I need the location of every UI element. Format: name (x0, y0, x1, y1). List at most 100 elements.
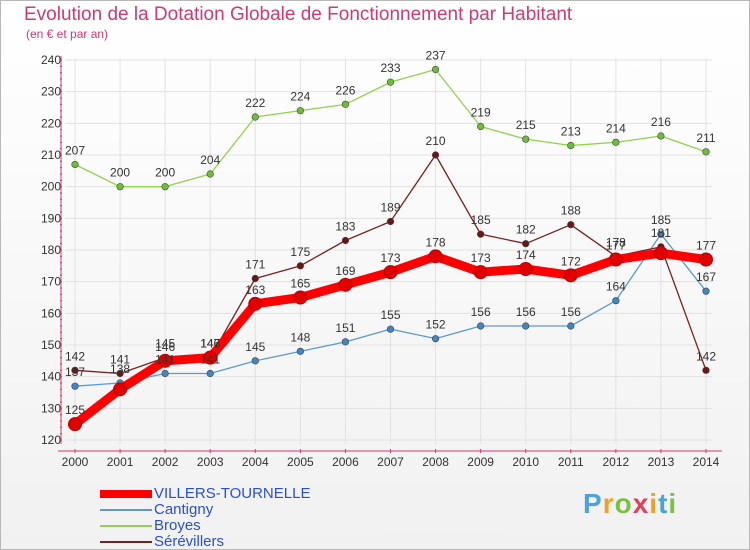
data-point-villers-tournelle (563, 268, 578, 283)
x-tick-label: 2012 (603, 455, 630, 469)
data-label: 146 (200, 337, 220, 351)
data-label: 156 (561, 305, 581, 319)
data-point-cantigny (612, 297, 620, 305)
data-point-villers-tournelle (203, 350, 218, 365)
x-tick-label: 2005 (287, 455, 314, 469)
data-point-broyes (477, 122, 485, 131)
logo-letter: x (632, 488, 650, 519)
legend-label: Broyes (154, 517, 201, 534)
data-label: 216 (651, 115, 671, 129)
data-point-villers-tournelle (68, 417, 82, 432)
x-tick-label: 2001 (107, 455, 134, 469)
data-label: 125 (65, 403, 85, 417)
data-label: 156 (471, 305, 491, 319)
data-label: 145 (155, 337, 175, 351)
data-label: 152 (426, 318, 446, 332)
data-point-villers-tournelle (699, 252, 713, 267)
x-tick-label: 2010 (512, 455, 539, 469)
data-point-cantigny (702, 287, 710, 295)
data-label: 164 (606, 280, 626, 294)
data-label: 182 (516, 223, 536, 237)
data-point-s-r-villers (116, 369, 124, 378)
data-label: 237 (426, 49, 446, 63)
data-label: 183 (335, 220, 355, 234)
data-label: 222 (245, 96, 265, 110)
legend-label: VILLERS-TOURNELLE (154, 485, 311, 502)
y-tick-label: 130 (41, 401, 61, 415)
y-tick-label: 160 (41, 306, 61, 320)
data-label: 214 (606, 121, 626, 135)
data-point-cantigny (477, 322, 485, 330)
data-point-cantigny (431, 335, 440, 343)
data-label: 138 (110, 362, 130, 376)
legend-swatch (100, 509, 152, 511)
data-label: 151 (335, 321, 355, 335)
logo-letter: P (583, 488, 603, 519)
data-point-s-r-villers (522, 240, 530, 248)
logo-letter: o (614, 488, 633, 519)
data-label: 210 (426, 134, 446, 148)
x-tick-label: 2000 (62, 455, 89, 469)
data-label: 233 (380, 61, 400, 75)
data-label: 178 (426, 235, 446, 249)
x-tick-label: 2003 (197, 455, 224, 469)
data-point-broyes (657, 132, 665, 140)
data-label: 226 (335, 83, 355, 97)
data-point-cantigny (567, 322, 575, 330)
data-label: 148 (290, 330, 310, 344)
chart-axes: 120 130 140 150 160 170 180 190 200 210 220 230 240 2… (41, 53, 722, 469)
data-label: 167 (696, 270, 716, 284)
data-point-villers-tournelle (248, 296, 263, 311)
data-point-broyes (612, 138, 620, 146)
data-label: 137 (65, 365, 85, 379)
y-tick-label: 230 (41, 85, 61, 99)
data-label: 215 (516, 118, 536, 132)
legend-swatch (100, 490, 152, 498)
data-label: 213 (561, 125, 581, 139)
data-label: 211 (696, 131, 715, 145)
data-label: 204 (200, 153, 220, 167)
data-point-villers-tournelle (653, 246, 668, 261)
proxiti-logo: Proxiti (583, 488, 677, 520)
data-point-villers-tournelle (293, 290, 308, 305)
data-label: 147 (200, 337, 220, 351)
data-label: 200 (110, 166, 130, 180)
x-tick-label: 2006 (332, 455, 359, 469)
data-point-villers-tournelle (428, 249, 443, 264)
y-tick-label: 240 (41, 53, 61, 67)
y-tick-label: 140 (41, 370, 61, 384)
x-tick-label: 2004 (242, 455, 269, 469)
x-tick-label: 2011 (558, 455, 584, 469)
data-point-broyes (341, 100, 350, 108)
data-label: 178 (606, 235, 626, 249)
data-point-s-r-villers (71, 366, 79, 374)
data-label: 145 (245, 340, 265, 354)
x-tick-label: 2008 (422, 455, 449, 469)
data-point-broyes (206, 170, 214, 178)
legend-swatch (100, 541, 152, 543)
data-label: 146 (155, 340, 175, 354)
data-label: 172 (561, 254, 581, 268)
data-point-broyes (567, 141, 575, 150)
x-tick-label: 2002 (152, 455, 179, 469)
data-label: 177 (696, 239, 716, 253)
logo-letter: t (658, 488, 669, 519)
data-point-villers-tournelle (338, 277, 353, 292)
data-label: 189 (380, 201, 400, 215)
y-tick-label: 200 (41, 180, 61, 194)
y-tick-label: 190 (41, 211, 61, 225)
data-label: 156 (516, 305, 536, 319)
data-point-broyes (251, 113, 259, 121)
data-label: 142 (696, 349, 716, 363)
data-point-cantigny (341, 338, 350, 346)
data-label: 141 (200, 353, 220, 367)
chart-series (68, 65, 713, 432)
data-point-villers-tournelle (113, 382, 128, 397)
y-tick-label: 220 (41, 116, 61, 130)
data-point-villers-tournelle (608, 252, 623, 267)
data-point-cantigny (657, 230, 665, 238)
logo-letter: i (668, 488, 678, 519)
data-point-s-r-villers (296, 262, 304, 270)
data-point-s-r-villers (702, 366, 710, 374)
